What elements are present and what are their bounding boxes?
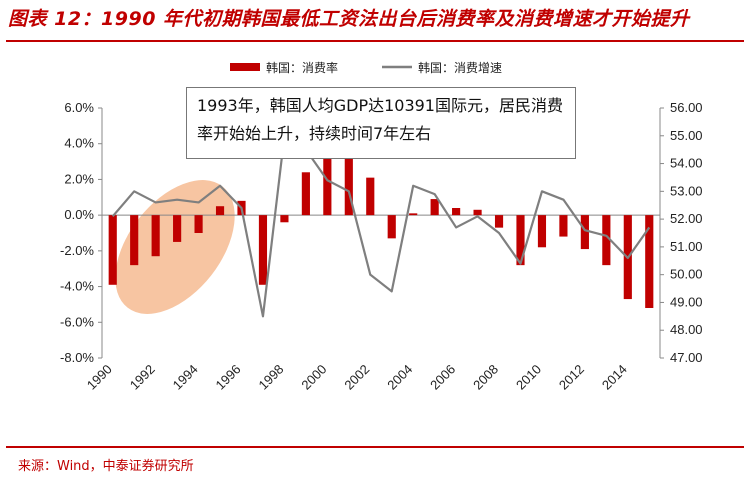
x-tick-label: 2012 <box>556 362 587 393</box>
chart: 韩国：消费率 韩国：消费增速 -8.0% -6.0% -4.0% -2.0% 0.0% 2.… <box>60 60 703 393</box>
x-tick-label: 2004 <box>384 362 415 393</box>
right-tick-label: 49.00 <box>670 294 703 309</box>
left-tick-label: 4.0% <box>64 136 94 151</box>
bar <box>409 213 418 216</box>
bar <box>366 177 375 216</box>
left-tick-label: 0.0% <box>64 207 94 222</box>
source-note: 来源：Wind，中泰证券研究所 <box>18 459 194 474</box>
legend-bar-label: 韩国：消费率 <box>266 60 338 75</box>
line-series <box>111 134 651 318</box>
left-tick-label: -6.0% <box>60 314 94 329</box>
bar <box>344 124 353 216</box>
footer-rule <box>6 446 744 448</box>
x-tick-label: 1996 <box>213 362 244 393</box>
bar <box>280 215 289 223</box>
bar <box>452 208 461 216</box>
x-tick-label: 2010 <box>513 362 544 393</box>
right-tick-label: 47.00 <box>670 350 703 365</box>
consumption-growth-line <box>111 134 651 318</box>
x-tick-label: 2002 <box>341 362 372 393</box>
annotation-box: 1993年，韩国人均GDP达10391国际元，居民消费率开始始上升，持续时间7年… <box>186 87 576 159</box>
bar <box>580 215 589 250</box>
x-tick-label: 2014 <box>599 362 630 393</box>
bar <box>430 199 439 216</box>
legend-line-label: 韩国：消费增速 <box>418 60 502 75</box>
right-tick-label: 54.00 <box>670 156 703 171</box>
bar <box>473 209 482 216</box>
bar <box>215 206 225 216</box>
bar <box>151 215 160 257</box>
right-tick-label: 55.00 <box>670 128 703 143</box>
bar <box>559 215 568 237</box>
right-tick-label: 52.00 <box>670 211 703 226</box>
left-tick-label: -8.0% <box>60 350 94 365</box>
bar <box>194 215 203 233</box>
right-tick-label: 50.00 <box>670 267 703 282</box>
x-tick-label: 2006 <box>427 362 458 393</box>
legend: 韩国：消费率 韩国：消费增速 <box>230 60 502 75</box>
x-tick-label: 1994 <box>170 362 201 393</box>
highlight-ellipse <box>115 180 235 314</box>
title-rule <box>6 40 744 42</box>
right-tick-label: 48.00 <box>670 322 703 337</box>
bar <box>301 172 310 216</box>
x-tick-label: 1998 <box>255 362 286 393</box>
right-tick-label: 56.00 <box>670 100 703 115</box>
bar <box>494 215 504 228</box>
axes: -8.0% -6.0% -4.0% -2.0% 0.0% 2.0% 4.0% 6.0% 47.0… <box>60 100 703 393</box>
left-tick-label: -2.0% <box>60 243 94 258</box>
legend-bar-swatch <box>230 63 260 71</box>
left-tick-label: 2.0% <box>64 171 94 186</box>
bar <box>645 215 654 308</box>
x-tick-label: 2000 <box>298 362 329 393</box>
bar <box>537 215 547 248</box>
bar <box>108 215 117 285</box>
bar <box>130 215 139 266</box>
bar <box>602 215 611 266</box>
right-tick-label: 53.00 <box>670 183 703 198</box>
bar <box>516 215 525 266</box>
chart-title: 图表 12：1990 年代初期韩国最低工资法出台后消费率及消费增速才开始提升 <box>8 8 690 30</box>
bar <box>387 215 396 239</box>
x-tick-label: 1990 <box>84 362 115 393</box>
x-tick-label: 1992 <box>127 362 158 393</box>
left-tick-label: 6.0% <box>64 100 94 115</box>
x-tick-label: 2008 <box>470 362 501 393</box>
left-tick-label: -4.0% <box>60 279 94 294</box>
right-tick-label: 51.00 <box>670 239 703 254</box>
bar <box>173 215 182 242</box>
bar <box>258 215 268 285</box>
